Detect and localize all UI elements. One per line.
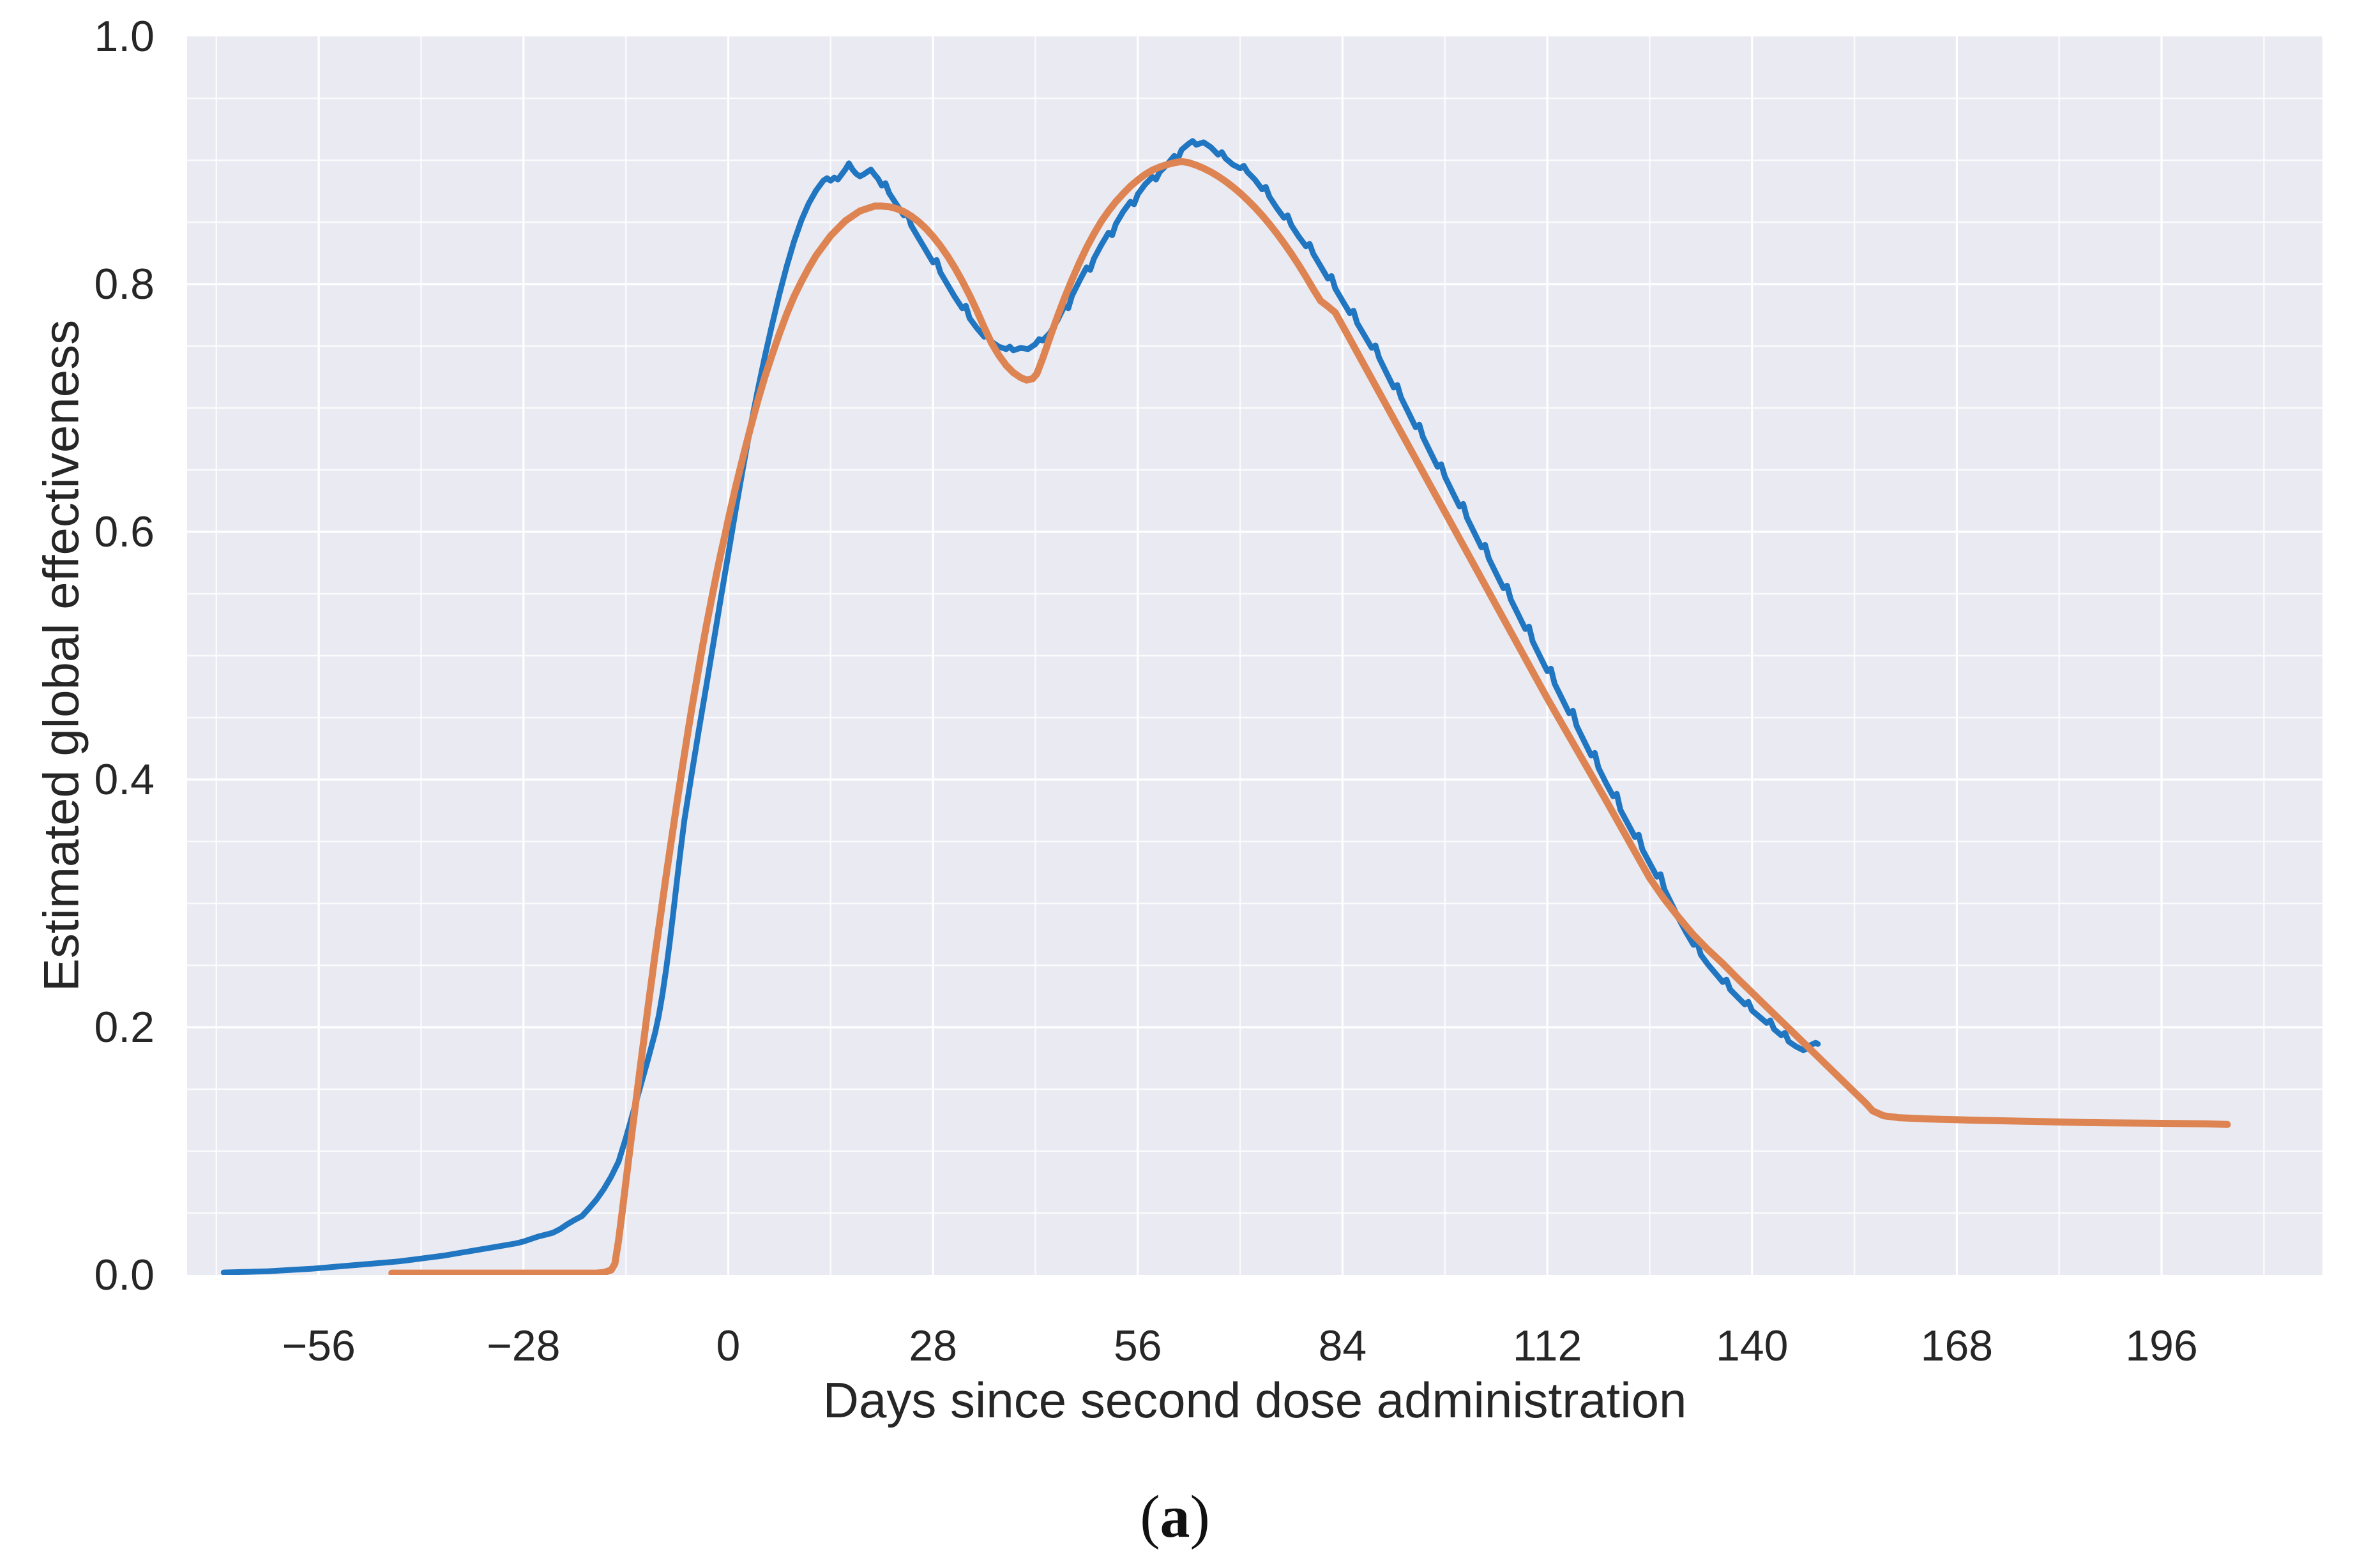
- y-tick-label: 0.0: [94, 1251, 155, 1299]
- y-tick-label: 0.6: [94, 508, 155, 556]
- x-tick-label: 196: [2125, 1322, 2198, 1370]
- caption-letter: a: [1160, 1484, 1190, 1550]
- x-tick-label: 0: [716, 1322, 741, 1370]
- y-tick-label: 0.4: [94, 755, 155, 804]
- x-tick-label: 84: [1318, 1322, 1367, 1370]
- x-tick-label: −56: [282, 1322, 356, 1370]
- caption-close-paren: ): [1190, 1484, 1210, 1550]
- x-tick-label: 28: [909, 1322, 957, 1370]
- x-axis-label: Days since second dose administration: [822, 1372, 1687, 1428]
- line-empirical-blue-curve: [220, 138, 1821, 1275]
- panel-caption: (a): [1140, 1482, 1210, 1551]
- line-model-fit-orange-curve: [388, 158, 2231, 1275]
- y-tick-label: 0.2: [94, 1003, 155, 1052]
- caption-open-paren: (: [1140, 1484, 1160, 1550]
- x-tick-label: 112: [1512, 1322, 1582, 1370]
- x-tick-label: 168: [1920, 1322, 1994, 1370]
- x-tick-label: 56: [1113, 1322, 1162, 1370]
- y-tick-label: 1.0: [94, 12, 155, 61]
- y-axis-label: Estimated global effectiveness: [33, 319, 89, 992]
- x-tick-label: −28: [487, 1322, 561, 1370]
- grid-lines: [187, 36, 2322, 1275]
- y-tick-label: 0.8: [94, 260, 155, 308]
- x-tick-label: 140: [1716, 1322, 1789, 1370]
